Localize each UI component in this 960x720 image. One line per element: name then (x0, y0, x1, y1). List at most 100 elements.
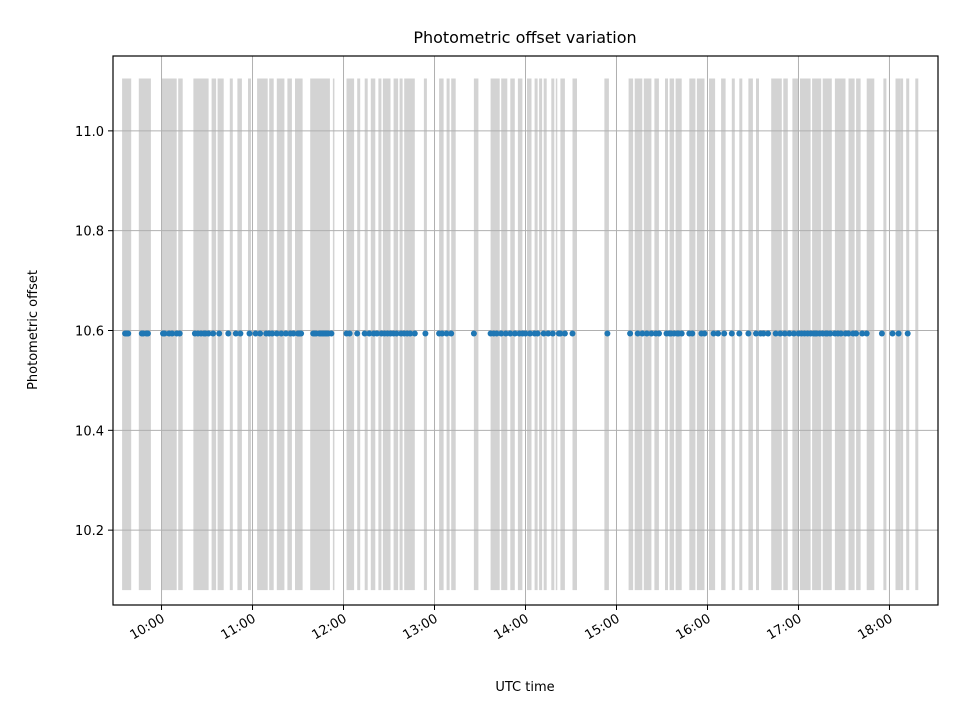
x-tick-label: 15:00 (583, 611, 623, 643)
data-point (777, 330, 784, 337)
x-tick-label: 10:00 (128, 611, 168, 643)
data-point (701, 330, 708, 337)
data-point (252, 330, 259, 337)
data-point (736, 330, 743, 337)
x-tick-label: 11:00 (219, 611, 259, 643)
data-point (545, 330, 552, 337)
data-point (837, 330, 844, 337)
y-tick-label: 11.0 (75, 125, 104, 140)
data-point (878, 330, 885, 337)
data-point (534, 330, 541, 337)
data-point (298, 330, 305, 337)
observation-band (883, 78, 887, 591)
y-axis-label: Photometric offset (26, 270, 41, 390)
data-point (786, 330, 793, 337)
data-point (210, 330, 217, 337)
data-point (493, 330, 500, 337)
data-point (225, 330, 232, 337)
data-point (781, 330, 788, 337)
x-tick-label: 14:00 (492, 611, 532, 643)
data-point (678, 330, 685, 337)
data-point (648, 330, 655, 337)
data-point (895, 330, 902, 337)
data-point (527, 330, 533, 337)
data-point (845, 330, 852, 337)
data-point (557, 330, 564, 337)
data-point (216, 330, 223, 337)
data-point (728, 330, 735, 337)
chart-title: Photometric offset variation (413, 28, 636, 47)
data-point (269, 330, 276, 337)
data-point (745, 330, 752, 337)
data-point (569, 330, 576, 337)
data-point (169, 330, 176, 337)
data-point (889, 330, 896, 337)
y-tick-label: 10.6 (75, 325, 104, 340)
data-point (422, 330, 429, 337)
data-point (561, 330, 568, 337)
data-point (507, 330, 514, 337)
data-point (407, 330, 414, 337)
data-point (502, 330, 509, 337)
data-point (540, 330, 547, 337)
data-point (639, 330, 646, 337)
data-point (790, 330, 797, 337)
data-point (511, 330, 518, 337)
data-point (863, 330, 870, 337)
data-point (354, 330, 361, 337)
data-point (439, 330, 446, 337)
data-point (904, 330, 911, 337)
points-layer (122, 330, 911, 337)
observation-band (229, 78, 233, 591)
data-point (549, 330, 556, 337)
data-point (373, 330, 380, 337)
data-point (411, 330, 418, 337)
data-point (470, 330, 477, 337)
data-point (853, 330, 860, 337)
grid-layer (113, 56, 938, 605)
y-tick-label: 10.2 (75, 524, 104, 539)
x-tick-label: 17:00 (765, 611, 805, 643)
data-point (634, 330, 641, 337)
observation-band (866, 78, 875, 591)
y-tick-label: 10.4 (75, 424, 104, 439)
data-point (498, 330, 505, 337)
observation-band (900, 78, 904, 591)
data-point (273, 330, 280, 337)
data-point (232, 330, 239, 337)
data-point (689, 330, 696, 337)
data-point (346, 330, 353, 337)
data-point (125, 330, 132, 337)
data-point (237, 330, 244, 337)
y-tick-label: 10.8 (75, 225, 104, 240)
data-point (361, 330, 368, 337)
data-point (765, 330, 772, 337)
data-point (246, 330, 253, 337)
data-point (144, 330, 151, 337)
data-point (448, 330, 455, 337)
x-tick-label: 18:00 (856, 611, 896, 643)
x-axis-label: UTC time (495, 680, 554, 695)
observation-band (539, 78, 543, 591)
data-point (753, 330, 759, 337)
data-point (278, 330, 285, 337)
data-point (721, 330, 728, 337)
data-point (604, 330, 611, 337)
observation-band (915, 78, 919, 591)
data-point (760, 330, 767, 337)
data-point (859, 330, 866, 337)
data-point (328, 330, 335, 337)
data-point (710, 330, 717, 337)
data-point (443, 330, 450, 337)
data-point (393, 330, 400, 337)
data-point (366, 330, 373, 337)
data-point (282, 330, 289, 337)
data-point (772, 330, 779, 337)
data-point (715, 330, 722, 337)
data-point (522, 330, 529, 337)
data-point (643, 330, 650, 337)
data-point (656, 330, 662, 337)
x-tick-label: 12:00 (310, 611, 350, 643)
x-tick-label: 16:00 (674, 611, 714, 643)
